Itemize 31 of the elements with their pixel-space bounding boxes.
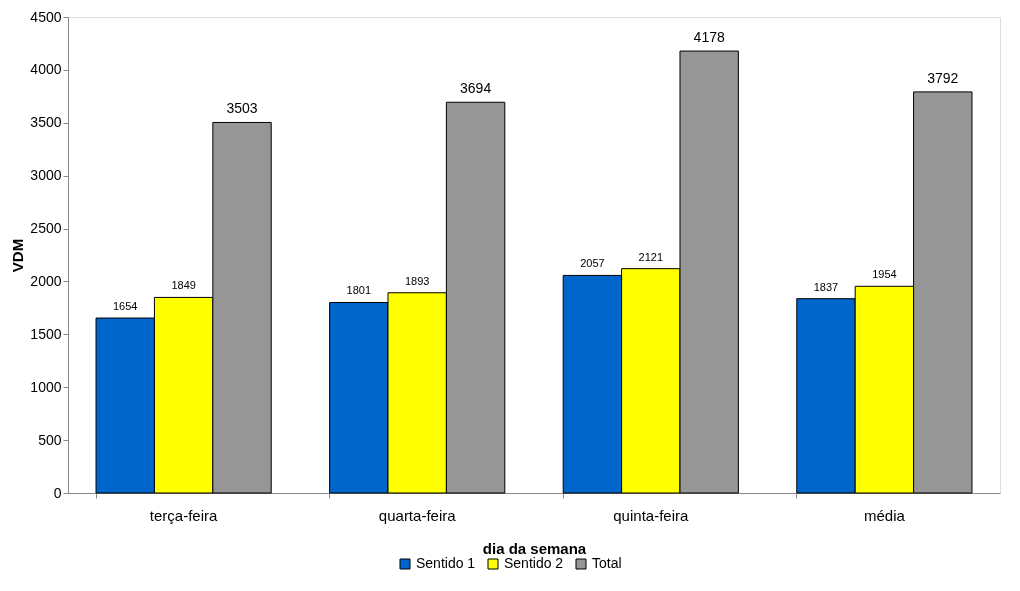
- x-tick-label: média: [863, 506, 906, 524]
- data-label: 1954: [872, 268, 897, 281]
- y-tick-label: 4500: [30, 8, 62, 25]
- legend-label: Total: [592, 555, 622, 571]
- data-label: 2057: [580, 257, 605, 270]
- y-tick-label: 500: [38, 431, 62, 448]
- x-tick-label: terça-feira: [149, 506, 219, 524]
- data-label: 2121: [638, 250, 664, 263]
- y-tick-label: 2500: [30, 220, 62, 237]
- data-label: 1837: [813, 280, 839, 293]
- y-tick-label: 3500: [30, 114, 62, 131]
- data-label: 3792: [927, 69, 959, 86]
- y-tick-label: 3000: [30, 167, 62, 184]
- y-tick-label: 1000: [30, 378, 62, 395]
- y-axis-title: VDM: [9, 238, 27, 273]
- data-label: 1801: [346, 284, 372, 297]
- y-tick-label: 4000: [30, 61, 62, 78]
- data-label: 3694: [460, 80, 492, 97]
- data-label: 3503: [226, 100, 258, 117]
- x-axis-title: dia da semana: [482, 539, 587, 557]
- legend-label: Sentido 1: [416, 555, 476, 571]
- data-label: 1654: [112, 300, 138, 313]
- y-tick-label: 1500: [30, 325, 62, 342]
- x-tick-label: quarta-feira: [378, 506, 457, 524]
- data-label: 1893: [404, 274, 430, 287]
- x-tick-label: quinta-feira: [613, 506, 689, 524]
- legend-label: Sentido 2: [504, 555, 564, 571]
- y-tick-label: 2000: [30, 272, 62, 289]
- data-label: 4178: [693, 29, 725, 46]
- data-label: 1849: [171, 279, 196, 292]
- y-tick-label: 0: [53, 484, 62, 501]
